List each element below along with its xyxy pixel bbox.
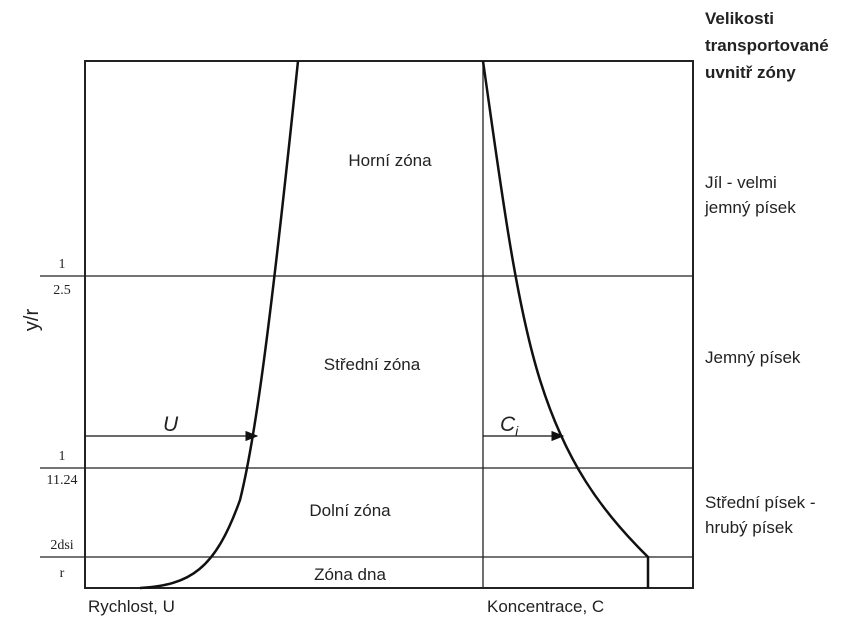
zone-label: Zóna dna <box>314 565 386 584</box>
arrow-label-sub: i <box>515 423 519 439</box>
velocity-curve <box>139 60 300 590</box>
size-label: Střední písek - <box>705 493 816 512</box>
header: transportované <box>705 36 829 55</box>
arrow-label: U <box>163 413 179 436</box>
zone-label: Horní zóna <box>348 151 432 170</box>
fraction: 11.24 <box>47 473 78 488</box>
fraction: 2dsi <box>50 538 73 553</box>
arrow-label-main: C <box>500 413 516 436</box>
zone-label: Dolní zóna <box>309 501 391 520</box>
bottom-label: Koncentrace, C <box>487 597 604 616</box>
header: Velikosti <box>705 9 774 28</box>
fraction: 1 <box>59 449 66 464</box>
size-label: hrubý písek <box>705 518 793 537</box>
size-label: Jíl - velmi <box>705 173 777 192</box>
bottom-label: Rychlost, U <box>88 597 175 616</box>
fraction: 1 <box>59 257 66 272</box>
size-label: Jemný písek <box>705 348 801 367</box>
fraction: r <box>60 566 65 581</box>
frame <box>40 60 694 589</box>
concentration-curve <box>481 60 650 588</box>
arrow-label: Ci <box>500 413 519 439</box>
header: uvnitř zóny <box>705 63 796 82</box>
size-label: jemný písek <box>704 198 796 217</box>
zone-label: Střední zóna <box>324 355 421 374</box>
fraction: 2.5 <box>53 283 71 298</box>
y-axis-label: y/r <box>21 309 43 332</box>
